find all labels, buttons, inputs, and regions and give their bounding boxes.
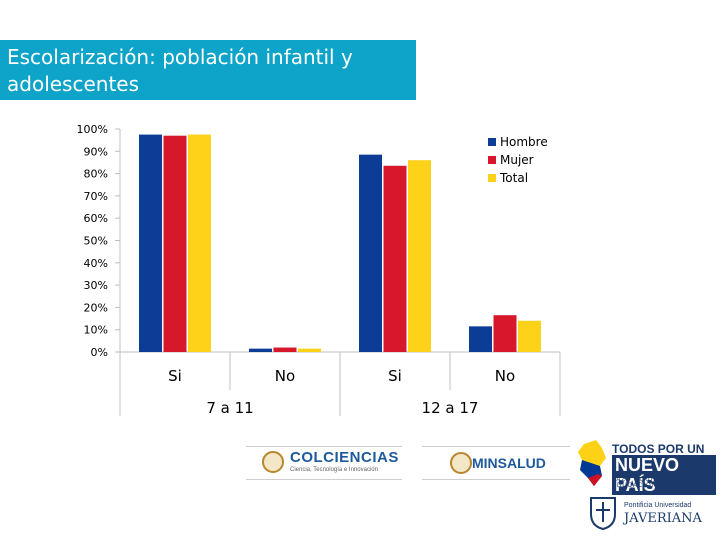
y-tick-label: 100% — [77, 123, 108, 136]
javeriana-logo: Pontificia Universidad JAVERIANA — [588, 494, 718, 534]
bar-hombre-2 — [359, 154, 382, 352]
y-tick-label: 50% — [84, 235, 108, 248]
javeriana-crest-icon — [590, 497, 616, 530]
y-tick-label: 0% — [91, 346, 108, 359]
y-tick-label: 60% — [84, 212, 108, 225]
colombia-seal-icon — [262, 451, 284, 473]
y-tick-label: 90% — [84, 145, 108, 158]
y-tick-label: 30% — [84, 279, 108, 292]
x-category-label: Si — [168, 367, 182, 385]
bar-total-0 — [188, 134, 211, 352]
bar-mujer-0 — [163, 135, 187, 352]
y-tick-label: 40% — [84, 257, 108, 270]
bar-hombre-0 — [139, 134, 162, 352]
legend-swatch-mujer — [488, 156, 496, 164]
x-category-label: No — [275, 367, 295, 385]
legend-label-hombre: Hombre — [500, 135, 548, 149]
bar-mujer-1 — [273, 347, 297, 352]
todos-line2: NUEVO PAÍS — [612, 455, 716, 495]
bar-total-1 — [298, 348, 321, 352]
colciencias-subtitle: Ciencia, Tecnología e Innovación — [290, 467, 378, 473]
y-tick-label: 80% — [84, 168, 108, 181]
legend-swatch-hombre — [488, 138, 496, 146]
javeriana-line1: Pontificia Universidad — [624, 502, 692, 509]
bar-total-3 — [518, 320, 541, 352]
bar-total-2 — [408, 160, 431, 352]
javeriana-line2: JAVERIANA — [624, 511, 702, 526]
legend-swatch-total — [488, 174, 496, 182]
colombia-seal-icon — [450, 452, 472, 474]
legend-label-mujer: Mujer — [500, 153, 534, 167]
y-tick-label: 70% — [84, 190, 108, 203]
bar-mujer-3 — [493, 315, 517, 352]
todos-line3: PAZ · EQUIDAD · EDUCACIÓN — [612, 477, 675, 489]
bar-mujer-2 — [383, 165, 407, 352]
colombia-map-icon — [578, 440, 606, 486]
x-group-label: 7 a 11 — [206, 399, 253, 417]
x-group-label: 12 a 17 — [422, 399, 479, 417]
colciencias-name: COLCIENCIAS — [290, 449, 399, 466]
todos-por-un-nuevo-pais-logo: TODOS POR UN NUEVO PAÍS PAZ · EQUIDAD · … — [576, 440, 716, 495]
y-tick-label: 20% — [84, 301, 108, 314]
legend-label-total: Total — [499, 171, 528, 185]
slide-title: Escolarización: población infantil y ado… — [0, 40, 416, 100]
bar-hombre-3 — [469, 326, 492, 352]
minsalud-name: MINSALUD — [472, 455, 546, 471]
colciencias-logo: COLCIENCIAS Ciencia, Tecnología e Innova… — [246, 446, 402, 480]
y-tick-label: 10% — [84, 324, 108, 337]
minsalud-logo: MINSALUD — [422, 446, 570, 480]
x-category-label: No — [495, 367, 515, 385]
x-category-label: Si — [388, 367, 402, 385]
todos-line1: TODOS POR UN — [612, 442, 705, 456]
bar-hombre-1 — [249, 348, 272, 352]
